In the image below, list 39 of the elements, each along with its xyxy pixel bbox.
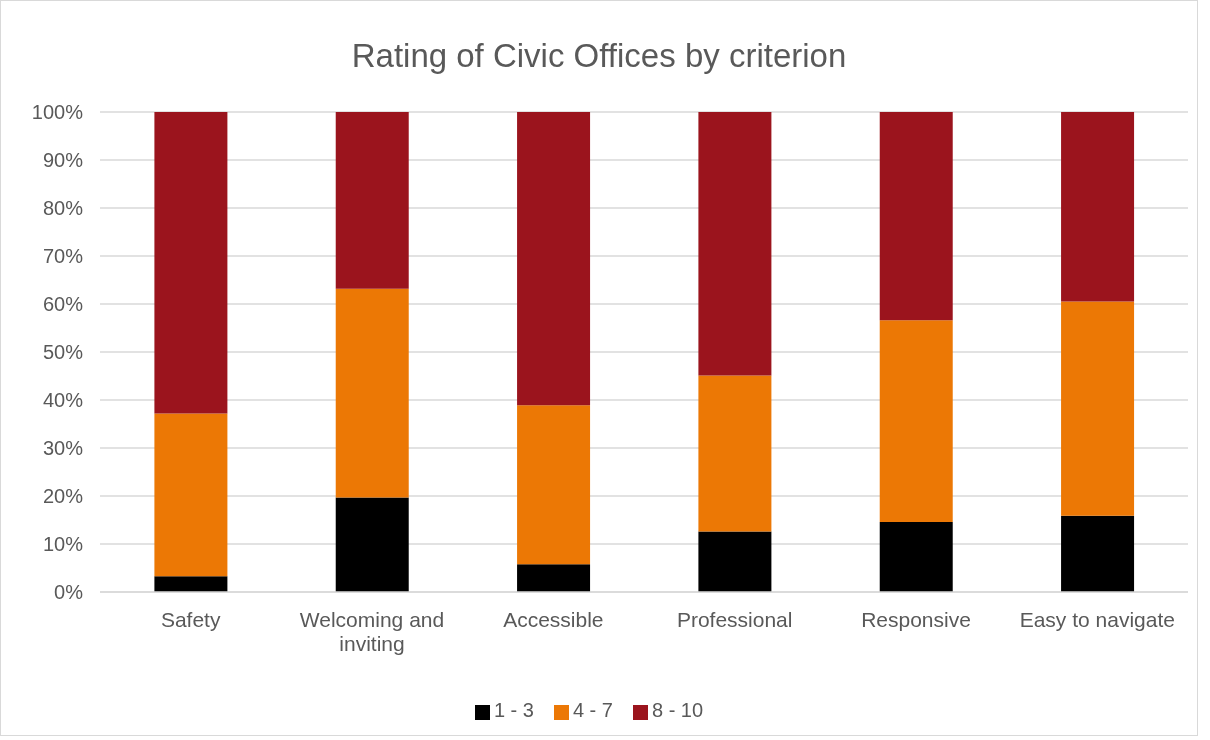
x-tick-label: Easy to navigate bbox=[1019, 607, 1175, 631]
x-tick-label: Welcoming and inviting bbox=[299, 607, 445, 656]
bar bbox=[517, 405, 591, 565]
x-tick-label: Accessible bbox=[503, 607, 604, 631]
bar bbox=[335, 112, 409, 289]
x-tick-label: Professional bbox=[676, 607, 793, 631]
y-tick-label: 20% bbox=[42, 485, 84, 508]
bar bbox=[335, 497, 409, 592]
bar bbox=[154, 576, 228, 592]
bar bbox=[335, 288, 409, 498]
y-tick-label: 90% bbox=[42, 149, 84, 172]
bar bbox=[698, 375, 772, 532]
bar bbox=[698, 531, 772, 592]
y-tick-label: 30% bbox=[42, 437, 84, 460]
bar bbox=[517, 112, 591, 406]
y-tick-label: 100% bbox=[31, 101, 84, 124]
bar bbox=[879, 521, 953, 592]
y-tick-label: 10% bbox=[42, 533, 84, 556]
y-tick-label: 60% bbox=[42, 293, 84, 316]
bar bbox=[879, 320, 953, 522]
bar bbox=[1061, 515, 1135, 592]
y-tick-label: 0% bbox=[54, 581, 84, 604]
bar bbox=[154, 112, 228, 414]
legend-label: 4 - 7 bbox=[572, 699, 613, 721]
legend-label: 8 - 10 bbox=[651, 699, 704, 721]
bar bbox=[517, 564, 591, 592]
bar bbox=[1061, 112, 1135, 302]
bar bbox=[698, 112, 772, 376]
chart-title: Rating of Civic Offices by criterion bbox=[350, 37, 848, 75]
bar bbox=[879, 112, 953, 321]
y-tick-label: 40% bbox=[42, 389, 84, 412]
bar bbox=[154, 413, 228, 577]
y-tick-label: 70% bbox=[42, 245, 84, 268]
x-tick-label: Responsive bbox=[861, 607, 971, 631]
y-tick-label: 50% bbox=[42, 341, 84, 364]
bar bbox=[1061, 301, 1135, 516]
x-tick-label: Safety bbox=[160, 607, 221, 631]
legend-label: 1 - 3 bbox=[493, 699, 534, 721]
y-tick-label: 80% bbox=[42, 197, 84, 220]
